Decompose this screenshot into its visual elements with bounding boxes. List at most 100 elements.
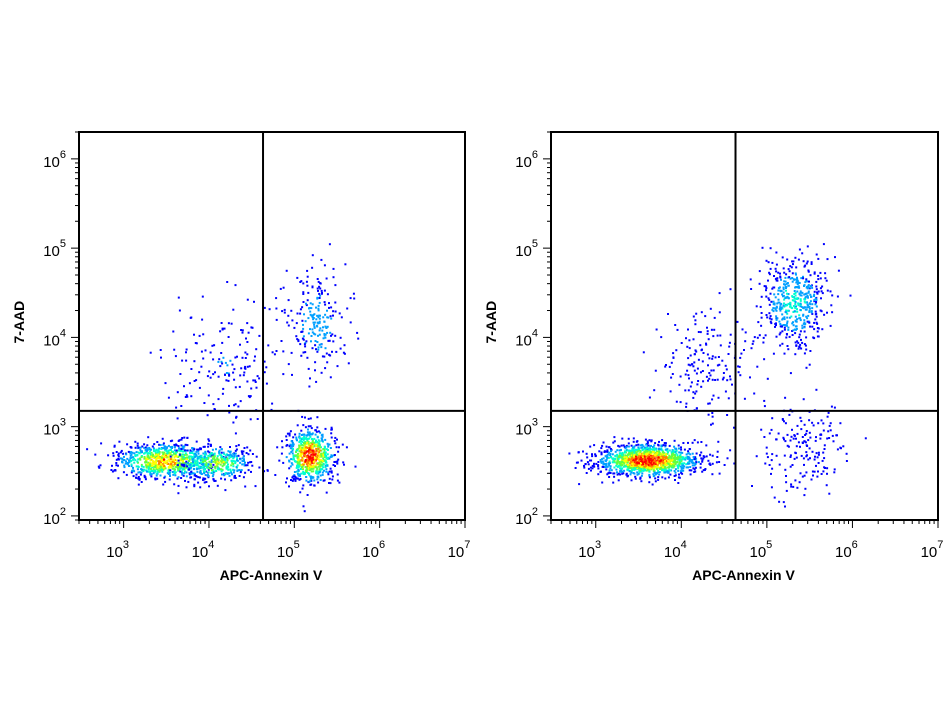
event-dot <box>693 439 696 442</box>
event-dot <box>221 392 224 395</box>
event-dot <box>632 459 635 462</box>
event-dot <box>826 311 828 314</box>
event-dot <box>204 460 206 462</box>
event-dot <box>327 339 330 342</box>
event-dot <box>256 375 259 378</box>
event-dot <box>332 314 334 317</box>
event-dot <box>196 462 199 465</box>
event-dot <box>787 328 790 331</box>
event-dot <box>322 337 325 340</box>
event-dot <box>195 454 198 457</box>
event-dot <box>148 470 151 473</box>
event-dot <box>797 347 800 350</box>
event-dot <box>633 456 636 459</box>
event-dot <box>644 464 647 467</box>
event-dot <box>646 447 649 450</box>
event-dot <box>609 465 612 468</box>
event-dot <box>184 396 187 398</box>
event-dot <box>805 444 808 447</box>
event-dot <box>718 472 721 475</box>
event-dot <box>156 465 159 468</box>
event-dot <box>789 305 792 308</box>
event-dot <box>309 435 312 438</box>
event-dot <box>293 326 296 329</box>
event-dot <box>636 466 639 469</box>
event-dot <box>328 470 331 473</box>
tick-base: 10 <box>578 544 595 561</box>
event-dot <box>313 453 316 456</box>
event-dot <box>302 468 304 471</box>
event-dot <box>821 328 824 331</box>
event-dot <box>285 444 288 447</box>
event-dot <box>813 299 816 302</box>
event-dot <box>828 437 831 439</box>
event-dot <box>202 477 205 480</box>
event-dot <box>184 456 186 459</box>
event-dot <box>712 335 715 338</box>
event-dot <box>158 467 161 470</box>
event-dot <box>308 464 311 467</box>
event-dot <box>202 445 205 448</box>
event-dot <box>631 449 634 452</box>
event-dot <box>619 449 622 452</box>
event-dot <box>684 456 687 459</box>
event-dot <box>692 338 695 341</box>
event-dot <box>320 452 323 455</box>
event-dot <box>694 463 697 466</box>
event-dot <box>786 320 789 323</box>
event-dot <box>670 456 673 458</box>
event-dot <box>134 454 137 457</box>
event-dot <box>291 443 294 446</box>
event-dot <box>771 453 774 456</box>
event-dot <box>658 473 661 476</box>
event-dot <box>312 462 315 464</box>
event-dot <box>796 297 799 300</box>
event-dot <box>265 366 268 369</box>
event-dot <box>638 452 641 454</box>
event-dot <box>783 298 786 301</box>
event-dot <box>644 448 647 451</box>
event-dot <box>668 469 671 472</box>
tick-exponent: 6 <box>532 149 538 161</box>
event-dot <box>190 472 193 475</box>
event-dot <box>315 443 318 446</box>
event-dot <box>685 466 688 469</box>
event-dot <box>317 449 320 452</box>
event-dot <box>173 446 176 449</box>
event-dot <box>600 461 603 464</box>
event-dot <box>183 457 186 460</box>
event-dot <box>329 354 332 357</box>
event-dot <box>326 325 329 328</box>
event-dot <box>319 463 322 466</box>
event-dot <box>775 318 778 321</box>
event-dot <box>317 307 320 310</box>
event-dot <box>312 450 315 453</box>
event-dot <box>657 458 660 461</box>
event-dot <box>166 456 169 459</box>
event-dot <box>597 467 600 470</box>
event-dot <box>695 350 698 353</box>
event-dot <box>306 450 309 453</box>
event-dot <box>784 396 787 399</box>
event-dot <box>815 464 817 467</box>
event-dot <box>165 462 168 465</box>
event-dot <box>226 364 229 367</box>
event-dot <box>679 453 682 456</box>
event-dot <box>255 455 258 458</box>
event-dot <box>249 418 252 421</box>
event-dot <box>312 317 315 319</box>
event-dot <box>164 475 167 478</box>
event-dot <box>807 304 809 307</box>
event-dot <box>287 314 290 317</box>
event-dot <box>658 471 661 474</box>
event-dot <box>244 357 247 359</box>
event-dot <box>222 460 225 463</box>
event-dot <box>685 337 687 340</box>
event-dot <box>795 344 798 347</box>
event-dot <box>781 324 784 327</box>
y-tick-label: 102 <box>515 506 538 528</box>
tick-exponent: 3 <box>123 539 129 551</box>
event-dot <box>227 322 230 325</box>
event-dot <box>240 469 242 472</box>
event-dot <box>210 461 213 464</box>
